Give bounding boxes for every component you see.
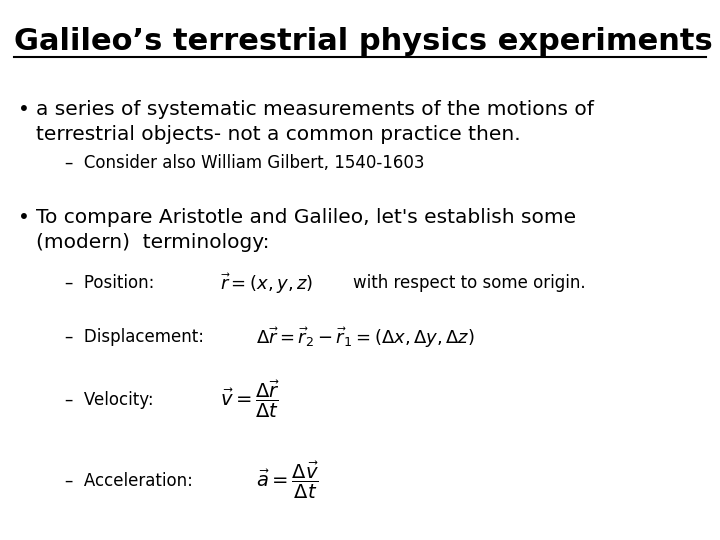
Text: $\Delta\vec{r} = \vec{r}_2 - \vec{r}_1 = (\Delta x, \Delta y, \Delta z)$: $\Delta\vec{r} = \vec{r}_2 - \vec{r}_1 =…	[256, 325, 474, 350]
Text: To compare Aristotle and Galileo, let's establish some
(modern)  terminology:: To compare Aristotle and Galileo, let's …	[36, 208, 576, 252]
Text: $\vec{r} = (x,y,z)$: $\vec{r} = (x,y,z)$	[220, 271, 312, 296]
Text: a series of systematic measurements of the motions of
terrestrial objects- not a: a series of systematic measurements of t…	[36, 100, 594, 144]
Text: •: •	[18, 208, 30, 227]
Text: –  Velocity:: – Velocity:	[65, 390, 158, 409]
Text: –  Position:: – Position:	[65, 274, 159, 293]
Text: $\vec{a} = \dfrac{\Delta\vec{v}}{\Delta t}$: $\vec{a} = \dfrac{\Delta\vec{v}}{\Delta …	[256, 460, 319, 501]
Text: •: •	[18, 100, 30, 119]
Text: $\vec{v} = \dfrac{\Delta\vec{r}}{\Delta t}$: $\vec{v} = \dfrac{\Delta\vec{r}}{\Delta …	[220, 379, 280, 420]
Text: –  Consider also William Gilbert, 1540-1603: – Consider also William Gilbert, 1540-16…	[65, 154, 424, 172]
Text: –  Displacement:: – Displacement:	[65, 328, 209, 347]
Text: with respect to some origin.: with respect to some origin.	[353, 274, 585, 293]
Text: –  Acceleration:: – Acceleration:	[65, 471, 198, 490]
Text: Galileo’s terrestrial physics experiments: Galileo’s terrestrial physics experiment…	[14, 27, 713, 56]
